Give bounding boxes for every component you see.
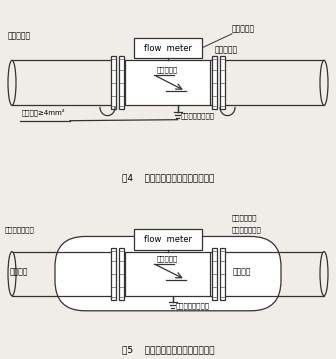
- Bar: [111, 56, 116, 109]
- Ellipse shape: [8, 60, 16, 105]
- Bar: [125, 252, 210, 296]
- Bar: [133, 38, 202, 58]
- Bar: [119, 247, 124, 300]
- Text: 阴极保护引出点: 阴极保护引出点: [232, 227, 262, 233]
- Text: 与管道跨接: 与管道跨接: [8, 31, 31, 40]
- Text: 接地点或接地干线: 接地点或接地干线: [175, 303, 210, 309]
- Text: 接地软线≥4mm²: 接地软线≥4mm²: [22, 108, 66, 116]
- Text: flow  meter: flow meter: [143, 43, 192, 52]
- Ellipse shape: [8, 252, 16, 296]
- Ellipse shape: [320, 252, 328, 296]
- Ellipse shape: [320, 60, 328, 105]
- Text: 阴极保护引出点: 阴极保护引出点: [5, 227, 35, 233]
- Text: flow  meter: flow meter: [143, 235, 192, 244]
- Text: 金属管道: 金属管道: [233, 267, 252, 276]
- Bar: [111, 247, 116, 300]
- Text: 电磁流量计: 电磁流量计: [232, 25, 255, 34]
- Text: 与管道跨接: 与管道跨接: [215, 45, 238, 54]
- Bar: [211, 56, 216, 109]
- Bar: [219, 247, 224, 300]
- Bar: [211, 247, 216, 300]
- Text: 图5    带阴极保护电磁流量计接地法: 图5 带阴极保护电磁流量计接地法: [122, 345, 214, 354]
- FancyBboxPatch shape: [55, 237, 281, 311]
- Text: 电磁流量计: 电磁流量计: [157, 256, 178, 262]
- Bar: [119, 56, 124, 109]
- Bar: [125, 60, 210, 105]
- Bar: [133, 229, 202, 250]
- Text: 接地点或接地干线: 接地点或接地干线: [180, 112, 214, 119]
- Text: 电磁流量计: 电磁流量计: [157, 66, 178, 73]
- Bar: [219, 56, 224, 109]
- Text: 图4    电磁流量计接地连（跨）接法: 图4 电磁流量计接地连（跨）接法: [122, 173, 214, 182]
- Text: 管道接地跨接: 管道接地跨接: [232, 215, 257, 222]
- Text: 金属管道: 金属管道: [10, 267, 29, 276]
